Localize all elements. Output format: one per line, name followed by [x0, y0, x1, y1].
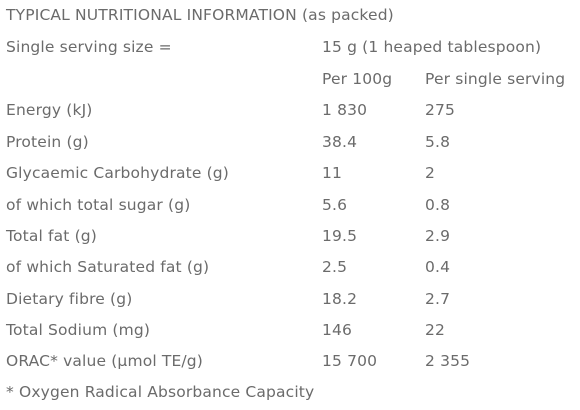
- serving-size-label: Single serving size =: [6, 38, 172, 56]
- table-row-total-fat: Total fat (g) 19.5 2.9: [0, 227, 580, 259]
- row-value-per-100g: 19.5: [322, 227, 358, 245]
- row-value-per-serving: 2.9: [425, 227, 451, 245]
- row-value-per-100g: 1 830: [322, 101, 368, 119]
- table-row-energy: Energy (kJ) 1 830 275: [0, 101, 580, 133]
- row-value-per-serving: 5.8: [425, 133, 451, 151]
- row-label: Dietary fibre (g): [6, 290, 133, 308]
- row-label: ORAC* value (µmol TE/g): [6, 352, 203, 370]
- row-label: Protein (g): [6, 133, 89, 151]
- row-value-per-serving: 0.4: [425, 258, 451, 276]
- row-label: Glycaemic Carbohydrate (g): [6, 164, 229, 182]
- row-value-per-100g: 11: [322, 164, 343, 182]
- row-label: Total Sodium (mg): [6, 321, 151, 339]
- row-value-per-serving: 0.8: [425, 196, 451, 214]
- table-row-protein: Protein (g) 38.4 5.8: [0, 133, 580, 165]
- row-value-per-100g: 5.6: [322, 196, 348, 214]
- row-value-per-serving: 2.7: [425, 290, 451, 308]
- column-header-per-100g: Per 100g: [322, 70, 393, 88]
- table-row-carbohydrate: Glycaemic Carbohydrate (g) 11 2: [0, 164, 580, 196]
- table-row-saturated-fat: of which Saturated fat (g) 2.5 0.4: [0, 258, 580, 290]
- row-label: Energy (kJ): [6, 101, 93, 119]
- row-value-per-serving: 2 355: [425, 352, 471, 370]
- table-row-sodium: Total Sodium (mg) 146 22: [0, 321, 580, 353]
- table-row-orac: ORAC* value (µmol TE/g) 15 700 2 355: [0, 352, 580, 384]
- column-header-per-serving: Per single serving: [425, 70, 566, 88]
- row-value-per-100g: 18.2: [322, 290, 358, 308]
- serving-size-value: 15 g (1 heaped tablespoon): [322, 38, 542, 56]
- row-value-per-100g: 38.4: [322, 133, 358, 151]
- row-value-per-serving: 275: [425, 101, 456, 119]
- row-value-per-100g: 2.5: [322, 258, 348, 276]
- row-value-per-serving: 2: [425, 164, 436, 182]
- row-value-per-serving: 22: [425, 321, 446, 339]
- table-row-total-sugar: of which total sugar (g) 5.6 0.8: [0, 196, 580, 228]
- row-value-per-100g: 15 700: [322, 352, 378, 370]
- table-row-dietary-fibre: Dietary fibre (g) 18.2 2.7: [0, 290, 580, 322]
- row-label: of which Saturated fat (g): [6, 258, 210, 276]
- nutrition-title: TYPICAL NUTRITIONAL INFORMATION (as pack…: [6, 6, 394, 24]
- orac-footnote: * Oxygen Radical Absorbance Capacity: [6, 383, 315, 401]
- row-label: of which total sugar (g): [6, 196, 191, 214]
- row-label: Total fat (g): [6, 227, 97, 245]
- row-value-per-100g: 146: [322, 321, 353, 339]
